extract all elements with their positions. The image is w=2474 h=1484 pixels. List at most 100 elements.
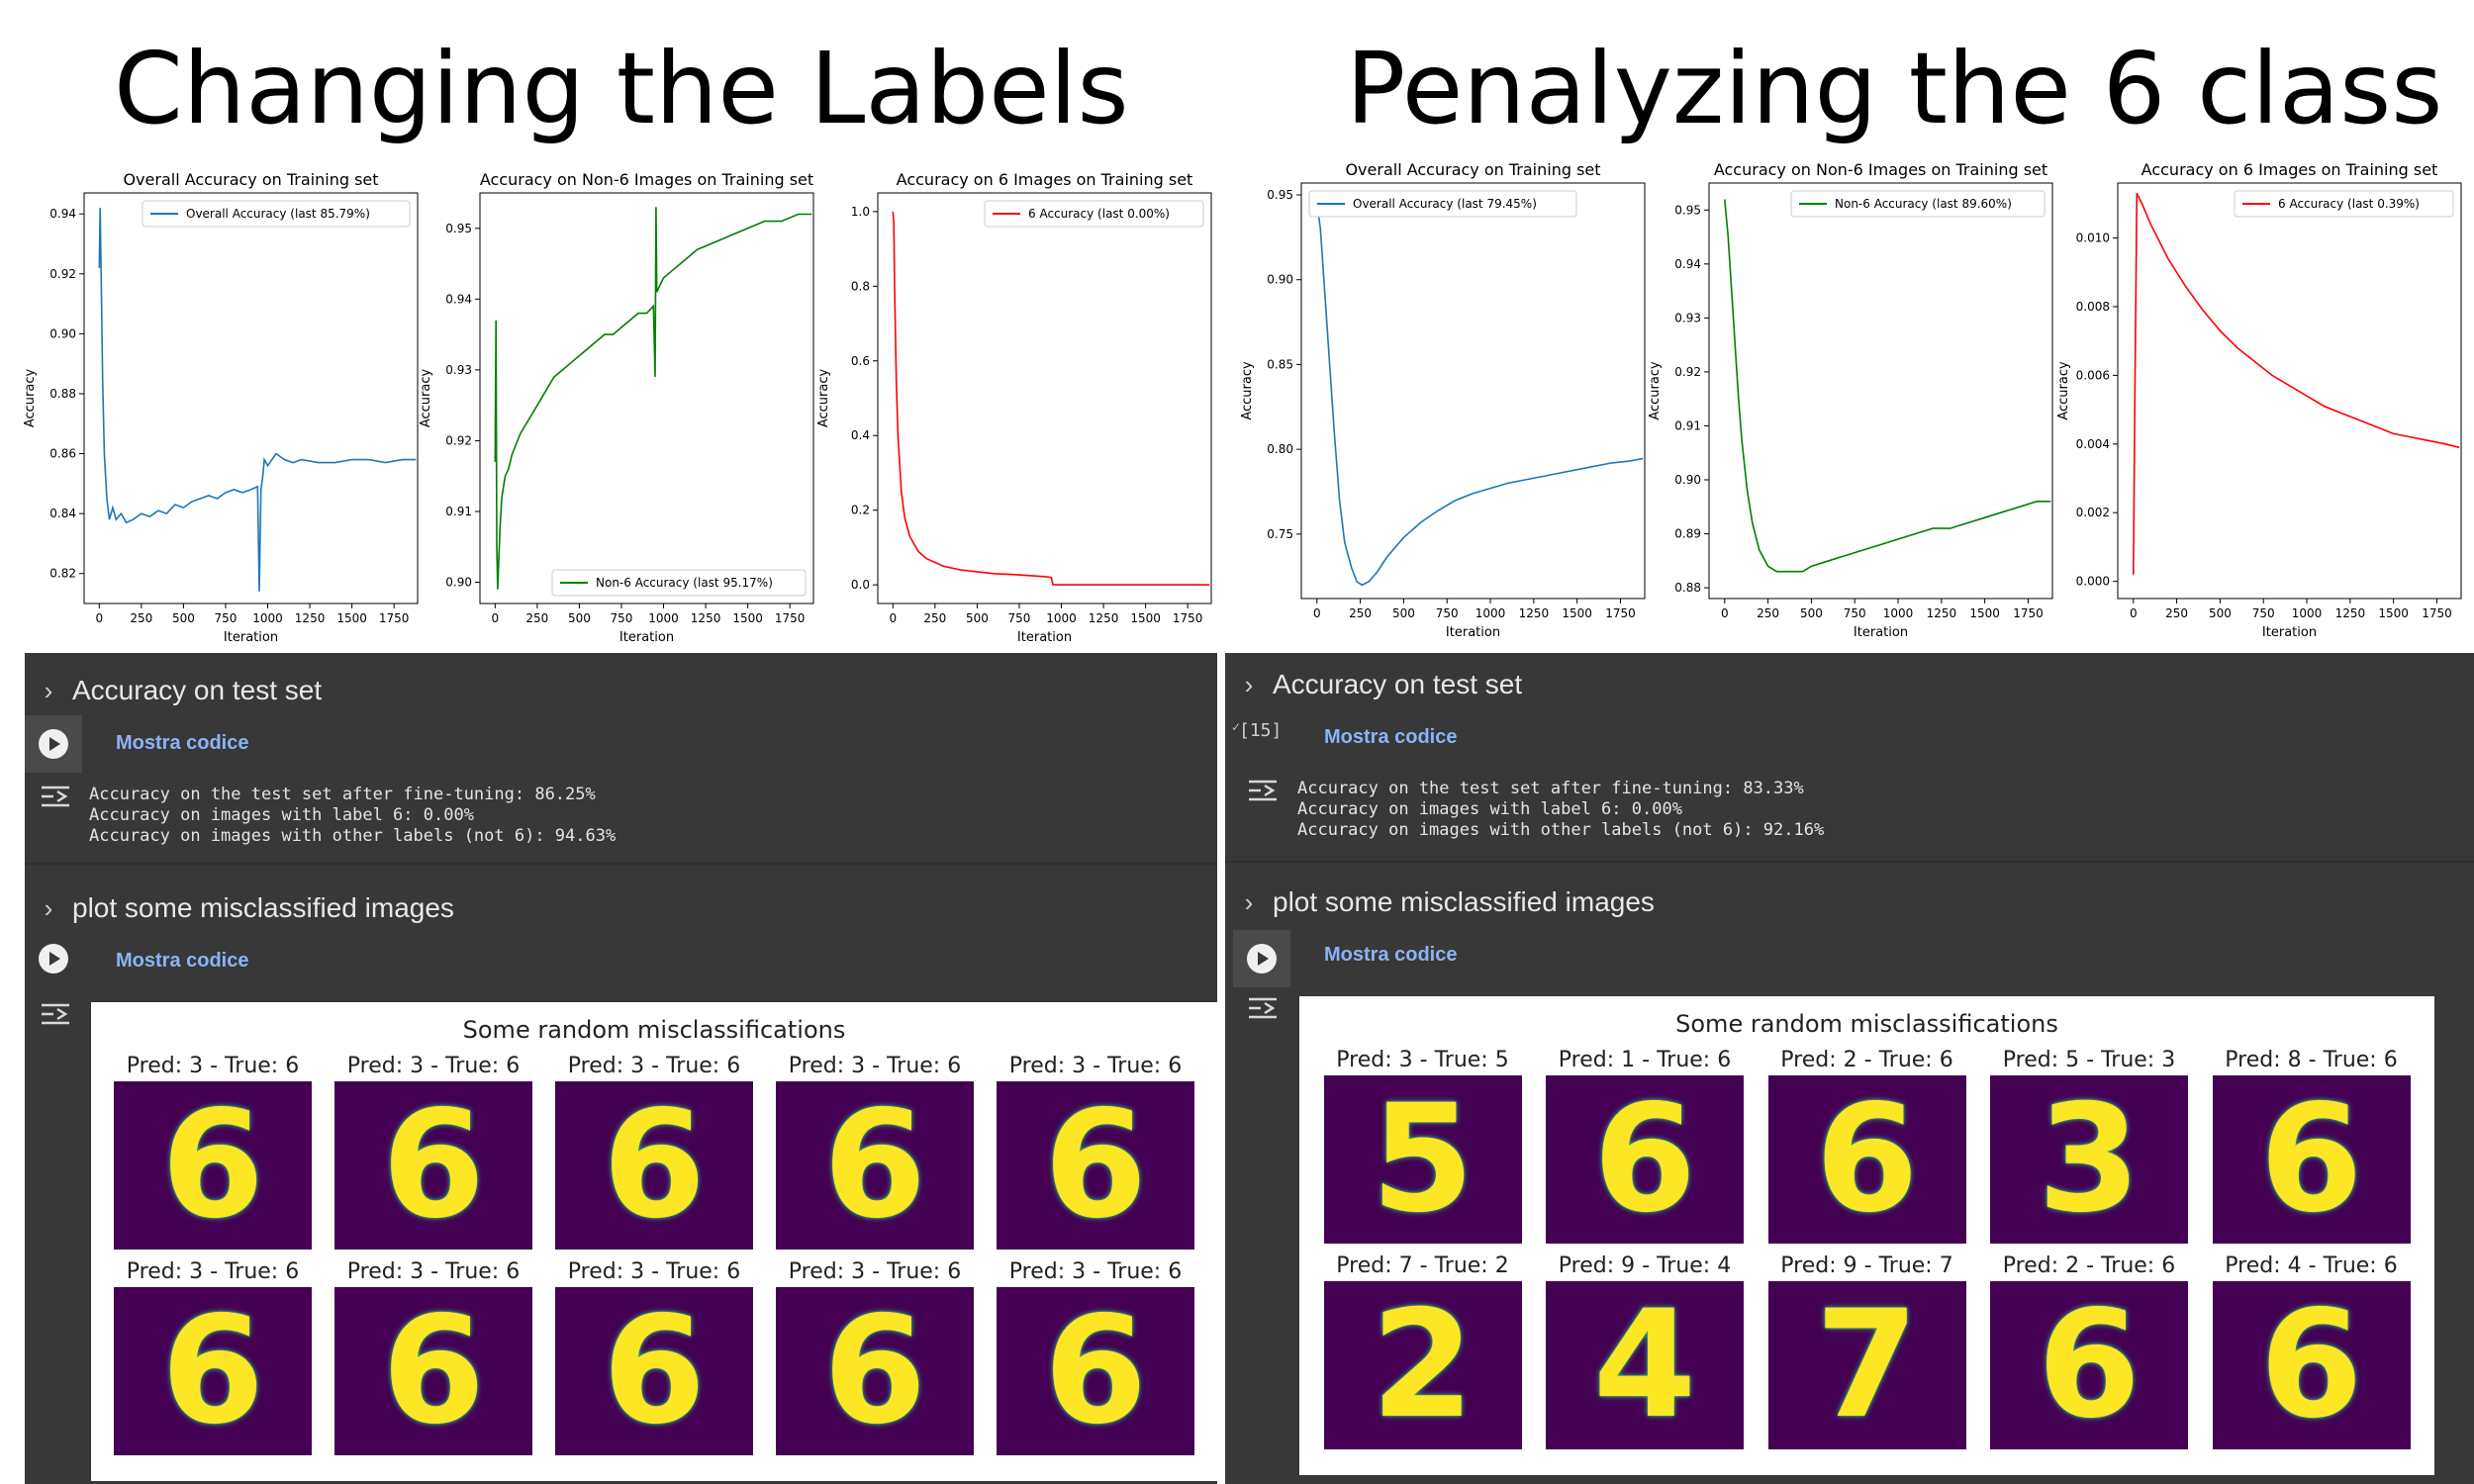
section-accuracy-test[interactable]: › Accuracy on test set bbox=[25, 661, 1217, 720]
show-code-link[interactable]: Mostra codice bbox=[1324, 944, 1458, 966]
x-tick-label: 1000 bbox=[1046, 611, 1077, 625]
sample-label: Pred: 9 - True: 4 bbox=[1558, 1253, 1732, 1278]
section-accuracy-test[interactable]: › Accuracy on test set bbox=[1225, 655, 2474, 714]
legend: 6 Accuracy (last 0.39%) bbox=[2234, 190, 2454, 218]
digit-image: 6 bbox=[114, 1287, 312, 1455]
play-icon bbox=[39, 944, 68, 974]
section-misclassified[interactable]: › plot some misclassified images bbox=[1225, 873, 2474, 932]
x-tick-label: 1000 bbox=[648, 611, 679, 625]
show-code-link[interactable]: Mostra codice bbox=[116, 732, 249, 754]
left-title: Changing the Labels bbox=[114, 31, 1129, 146]
plot-frame bbox=[1300, 182, 1646, 600]
misclassified-sample: Pred: 8 - True: 6 6 bbox=[2212, 1048, 2411, 1246]
x-tick-label: 1500 bbox=[1969, 606, 2000, 620]
x-tick-label: 500 bbox=[1800, 606, 1823, 620]
overall-accuracy-chart-right: Overall Accuracy on Training set Iteratio… bbox=[1237, 153, 1653, 643]
figure-title: Some random misclassifications bbox=[462, 1016, 846, 1044]
digit-glyph: 6 bbox=[822, 1287, 927, 1455]
sample-label: Pred: 2 - True: 6 bbox=[1780, 1048, 1953, 1072]
misclassified-sample: Pred: 3 - True: 6 6 bbox=[997, 1054, 1194, 1252]
chart-title: Overall Accuracy on Training set bbox=[123, 170, 378, 189]
digit-image: 6 bbox=[2212, 1075, 2411, 1244]
digit-image: 6 bbox=[334, 1287, 532, 1455]
x-tick-label: 500 bbox=[966, 611, 989, 625]
digit-image: 6 bbox=[1767, 1075, 1966, 1244]
misclassified-sample: Pred: 3 - True: 5 5 bbox=[1323, 1048, 1522, 1246]
misclassified-sample: Pred: 3 - True: 6 6 bbox=[555, 1259, 753, 1457]
show-code-link[interactable]: Mostra codice bbox=[1324, 726, 1458, 748]
section-title: Accuracy on test set bbox=[1273, 669, 1523, 699]
digit-image: 6 bbox=[1990, 1281, 2188, 1449]
x-axis-label: Iteration bbox=[2262, 625, 2317, 640]
legend-box bbox=[2234, 190, 2454, 218]
output-toggle-icon[interactable] bbox=[1247, 995, 1281, 1021]
chevron-right-icon[interactable]: › bbox=[44, 675, 53, 705]
chevron-right-icon[interactable]: › bbox=[1244, 669, 1254, 699]
x-tick-label: 250 bbox=[2165, 606, 2188, 620]
sample-label: Pred: 3 - True: 6 bbox=[788, 1054, 962, 1078]
right-notebook: › Accuracy on test set ✓ [15] Mostra cod… bbox=[1225, 653, 2474, 1484]
test-output: Accuracy on the test set after fine-tuni… bbox=[1297, 779, 1824, 841]
digit-glyph: 4 bbox=[1592, 1281, 1697, 1449]
y-tick-label: 0.6 bbox=[851, 354, 870, 368]
digit-image: 7 bbox=[1767, 1281, 1966, 1449]
y-tick-label: 0.0 bbox=[851, 578, 870, 592]
x-tick-label: 0 bbox=[2130, 606, 2138, 620]
run-cell-button[interactable] bbox=[25, 715, 82, 773]
x-tick-label: 750 bbox=[611, 611, 633, 625]
sample-label: Pred: 7 - True: 2 bbox=[1336, 1253, 1509, 1278]
overall-accuracy-chart-left: Overall Accuracy on Training set Iteratio… bbox=[20, 163, 426, 648]
misclassified-sample: Pred: 3 - True: 6 6 bbox=[334, 1054, 532, 1252]
chevron-right-icon[interactable]: › bbox=[44, 892, 53, 923]
chart-title: Accuracy on 6 Images on Training set bbox=[897, 170, 1193, 189]
misclassified-sample: Pred: 3 - True: 6 6 bbox=[776, 1054, 974, 1252]
y-tick-label: 0.90 bbox=[445, 576, 472, 590]
digit-glyph: 6 bbox=[160, 1081, 265, 1250]
six-accuracy-chart-right: Accuracy on 6 Images on Training set Iter… bbox=[2053, 153, 2469, 643]
output-toggle-icon[interactable] bbox=[40, 1001, 73, 1027]
digit-glyph: 6 bbox=[381, 1081, 486, 1250]
x-tick-label: 750 bbox=[2252, 606, 2275, 620]
misclassified-sample: Pred: 9 - True: 7 7 bbox=[1767, 1253, 1966, 1451]
y-axis-label: Accuracy bbox=[419, 369, 433, 428]
y-tick-label: 0.4 bbox=[851, 428, 870, 442]
y-tick-label: 0.004 bbox=[2076, 437, 2110, 451]
chevron-right-icon[interactable]: › bbox=[1244, 886, 1254, 917]
digit-glyph: 6 bbox=[2259, 1075, 2363, 1244]
y-tick-label: 0.92 bbox=[49, 267, 76, 281]
x-axis-label: Iteration bbox=[224, 630, 278, 645]
digit-glyph: 6 bbox=[160, 1287, 265, 1455]
section-misclassified[interactable]: › plot some misclassified images bbox=[25, 879, 1217, 938]
output-line: Accuracy on images with label 6: 0.00% bbox=[89, 805, 474, 825]
digit-glyph: 6 bbox=[1815, 1075, 1919, 1244]
run-cell-button[interactable] bbox=[1233, 930, 1290, 987]
output-toggle-icon[interactable] bbox=[40, 784, 73, 809]
y-axis-label: Accuracy bbox=[23, 369, 38, 428]
y-tick-label: 0.94 bbox=[49, 207, 76, 221]
y-tick-label: 0.006 bbox=[2076, 368, 2110, 382]
digit-image: 6 bbox=[997, 1287, 1194, 1455]
y-tick-label: 0.008 bbox=[2076, 300, 2110, 314]
x-tick-label: 250 bbox=[1349, 606, 1372, 620]
y-tick-label: 0.85 bbox=[1267, 357, 1293, 371]
digit-image: 3 bbox=[1990, 1075, 2188, 1244]
legend: Overall Accuracy (last 85.79%) bbox=[142, 200, 411, 228]
x-axis-label: Iteration bbox=[619, 630, 674, 645]
x-tick-label: 1500 bbox=[732, 611, 763, 625]
legend-box bbox=[142, 200, 411, 228]
digit-glyph: 6 bbox=[2037, 1281, 2141, 1449]
chart-svg: Accuracy on Non-6 Images on Training set… bbox=[1648, 160, 2053, 640]
run-cell-button[interactable] bbox=[25, 930, 82, 987]
x-axis-label: Iteration bbox=[1017, 630, 1072, 645]
y-tick-label: 0.2 bbox=[851, 504, 870, 517]
x-tick-label: 1750 bbox=[2013, 606, 2044, 620]
show-code-link[interactable]: Mostra codice bbox=[116, 950, 249, 972]
x-tick-label: 1250 bbox=[1927, 606, 1957, 620]
right-title: Penalyzing the 6 class bbox=[1346, 31, 2443, 146]
legend-box bbox=[551, 569, 807, 597]
output-line: Accuracy on the test set after fine-tuni… bbox=[1297, 779, 1804, 798]
y-tick-label: 0.95 bbox=[445, 222, 472, 235]
x-tick-label: 1250 bbox=[1089, 611, 1119, 625]
output-toggle-icon[interactable] bbox=[1247, 778, 1281, 803]
y-tick-label: 0.80 bbox=[1267, 442, 1293, 456]
